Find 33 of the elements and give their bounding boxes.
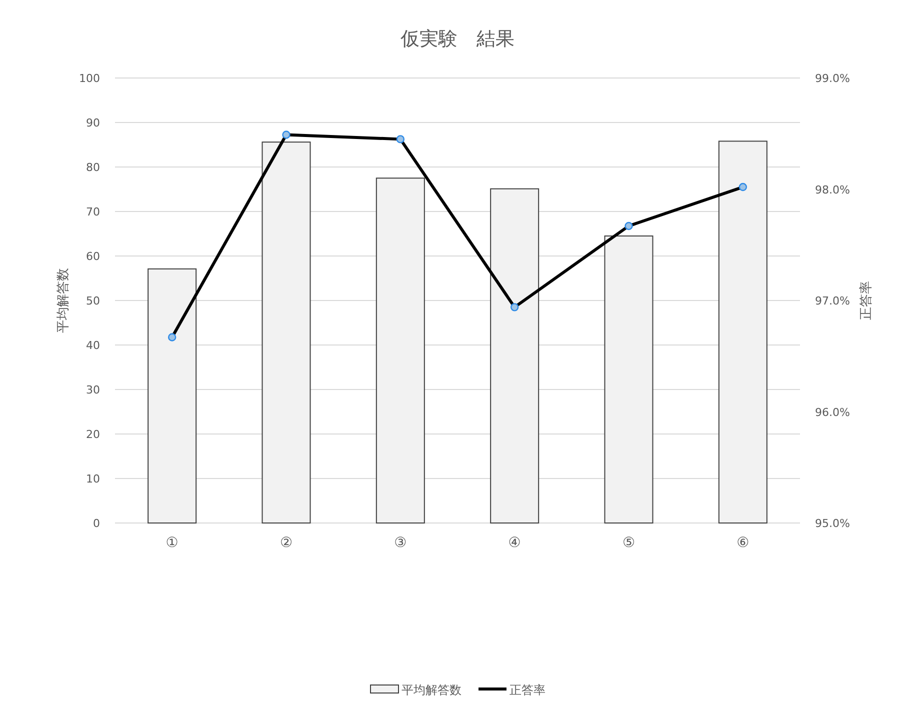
x-tick-label: ③ — [394, 535, 407, 551]
x-tick-label: ① — [166, 535, 178, 551]
y2-tick-label: 98.0% — [815, 183, 850, 196]
y2-tick-label: 96.0% — [815, 406, 850, 419]
bar — [604, 235, 654, 524]
y-tick-label: 40 — [86, 339, 100, 352]
y-tick-label: 90 — [86, 116, 100, 130]
x-tick-label: ② — [280, 535, 293, 551]
y-tick-label: 70 — [86, 206, 100, 218]
legend-label: 平均解答数 — [402, 683, 462, 697]
x-tick-label: ⑤ — [622, 535, 636, 551]
y2-axis-title: 正答率 — [858, 281, 874, 320]
x-tick-label: ④ — [508, 535, 521, 551]
bar — [148, 268, 197, 524]
y2-tick-label: 95.0% — [815, 517, 850, 530]
y-tick-label: 0 — [93, 517, 100, 530]
y-tick-label: 20 — [86, 428, 100, 441]
chart-title: 仮実験 結果 — [400, 28, 514, 50]
legend-label: 正答率 — [510, 683, 546, 697]
bar — [376, 178, 425, 524]
bar — [262, 142, 311, 524]
bar — [490, 188, 540, 524]
y-tick-label: 30 — [86, 384, 100, 396]
x-tick-label: ⑥ — [736, 535, 750, 551]
y-tick-label: 10 — [86, 472, 100, 486]
y2-tick-label: 97.0% — [815, 294, 850, 308]
y2-tick-label: 99.0% — [815, 72, 850, 85]
y-axis-title: 平均解答数 — [56, 268, 71, 333]
bar — [718, 140, 768, 524]
y-tick-label: 50 — [86, 294, 100, 308]
y-tick-label: 100 — [79, 72, 100, 85]
y-tick-label: 80 — [86, 161, 100, 174]
y-tick-label: 60 — [86, 250, 100, 263]
